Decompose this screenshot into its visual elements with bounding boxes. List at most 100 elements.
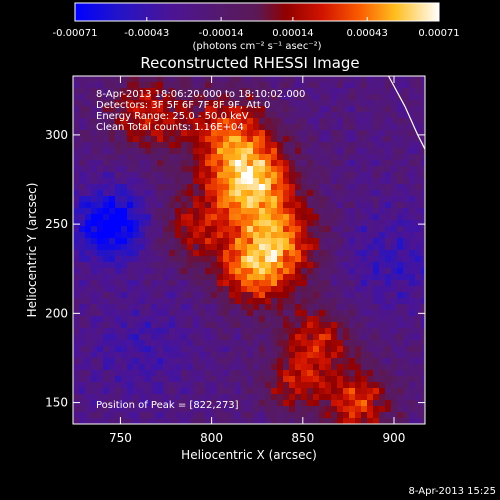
heatmap-cell [301,358,308,365]
heatmap-cell [121,160,128,167]
heatmap-cell [115,406,122,413]
heatmap-cell [163,364,170,371]
heatmap-cell [409,394,416,401]
heatmap-cell [301,340,308,347]
heatmap-cell [379,118,386,125]
heatmap-cell [361,388,368,395]
heatmap-cell [109,346,116,353]
heatmap-cell [385,154,392,161]
heatmap-cell [217,382,224,389]
heatmap-cell [205,412,212,419]
heatmap-cell [331,166,338,173]
heatmap-cell [421,394,426,401]
heatmap-cell [133,268,140,275]
heatmap-cell [409,82,416,89]
heatmap-cell [307,304,314,311]
heatmap-cell [373,76,380,83]
heatmap-cell [169,112,176,119]
heatmap-cell [205,202,212,209]
heatmap-cell [163,334,170,341]
heatmap-cell [205,136,212,143]
heatmap-cell [193,130,200,137]
heatmap-cell [85,208,92,215]
heatmap-cell [343,400,350,407]
heatmap-cell [319,292,326,299]
heatmap-cell [415,370,422,377]
heatmap-cell [313,262,320,269]
heatmap-cell [229,400,236,407]
heatmap-cell [139,328,146,335]
heatmap-cell [229,130,236,137]
heatmap-cell [409,304,416,311]
heatmap-cell [391,358,398,365]
heatmap-cell [271,352,278,359]
heatmap-cell [379,262,386,269]
heatmap-cell [169,394,176,401]
heatmap-cell [145,268,152,275]
heatmap-cell [301,190,308,197]
heatmap-cell [103,76,110,83]
heatmap-cell [397,406,404,413]
heatmap-cell [157,244,164,251]
heatmap-cell [235,208,242,215]
heatmap-cell [343,232,350,239]
heatmap-cell [103,316,110,323]
heatmap-cell [157,124,164,131]
heatmap-cell [187,394,194,401]
heatmap-cell [265,352,272,359]
heatmap-cell [151,412,158,419]
heatmap-cell [403,112,410,119]
heatmap-cell [247,352,254,359]
heatmap-cell [91,178,98,185]
heatmap-cell [139,292,146,299]
heatmap-cell [265,412,272,419]
heatmap-cell [235,310,242,317]
heatmap-cell [199,256,206,263]
heatmap-cell [115,418,122,425]
heatmap-cell [367,370,374,377]
heatmap-cell [409,274,416,281]
heatmap-cell [145,172,152,179]
heatmap-cell [277,256,284,263]
heatmap-cell [109,316,116,323]
heatmap-cell [385,310,392,317]
heatmap-cell [85,304,92,311]
heatmap-cell [415,142,422,149]
heatmap-cell [229,106,236,113]
heatmap-cell [373,82,380,89]
heatmap-cell [133,310,140,317]
heatmap-cell [331,346,338,353]
heatmap-cell [403,286,410,293]
heatmap-cell [199,340,206,347]
heatmap-cell [367,82,374,89]
heatmap-cell [247,142,254,149]
heatmap-cell [73,82,80,89]
heatmap-cell [277,340,284,347]
heatmap-cell [331,382,338,389]
heatmap-cell [421,184,426,191]
heatmap-cell [79,88,86,95]
heatmap-cell [391,394,398,401]
heatmap-cell [175,76,182,83]
heatmap-cell [259,382,266,389]
heatmap-cell [199,184,206,191]
heatmap-cell [217,322,224,329]
heatmap-cell [301,268,308,275]
heatmap-cell [301,214,308,221]
heatmap-cell [175,226,182,233]
heatmap-cell [241,154,248,161]
heatmap-cell [319,208,326,215]
heatmap-cell [421,268,426,275]
heatmap-cell [277,166,284,173]
heatmap-cell [367,208,374,215]
heatmap-cell [121,250,128,257]
heatmap-cell [349,286,356,293]
heatmap-cell [421,298,426,305]
heatmap-cell [229,112,236,119]
heatmap-cell [145,166,152,173]
heatmap-cell [97,370,104,377]
heatmap-cell [373,334,380,341]
heatmap-cell [247,262,254,269]
heatmap-cell [349,100,356,107]
heatmap-cell [379,166,386,173]
